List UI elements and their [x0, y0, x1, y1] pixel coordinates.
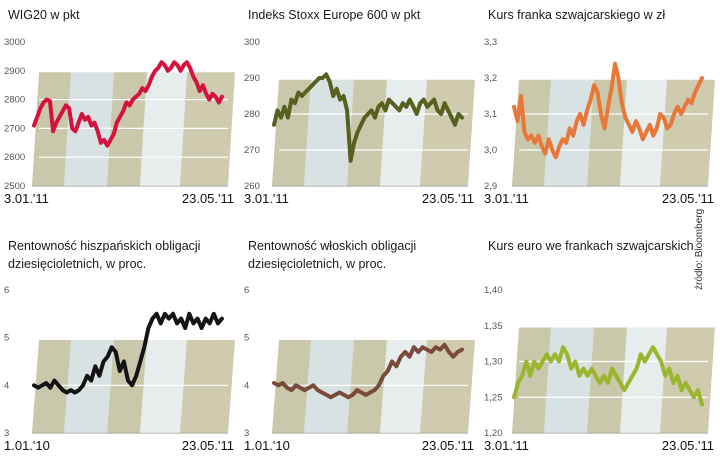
y-tick-label: 5: [4, 333, 9, 344]
background-band: [512, 327, 551, 433]
x-end-label: 23.05.'11: [182, 438, 234, 453]
line-chart: 6 5 4 31.01.'10 23.05.'11: [244, 285, 475, 453]
y-tick-label: 3,1: [484, 109, 497, 120]
background-band: [420, 79, 475, 186]
chart-panel-eur-chf: Kurs euro we frankach szwajcarskich 1,40…: [480, 231, 720, 461]
background-band: [620, 79, 667, 186]
x-start-label: 3.01.'11: [484, 438, 529, 453]
background-band: [660, 79, 715, 186]
y-tick-label: 2,9: [484, 181, 497, 192]
background-band: [620, 327, 667, 433]
y-tick-label: 1,30: [484, 357, 503, 368]
y-tick-label: 3: [4, 428, 9, 439]
y-tick-label: 1,20: [484, 428, 503, 439]
y-tick-label: 270: [244, 145, 260, 156]
y-tick-label: 2900: [4, 66, 25, 77]
chart-panel-chf-pln: Kurs franka szwajcarskiego w zł 3,3 3,2 3,…: [480, 0, 720, 230]
chart-title: Kurs euro we frankach szwajcarskich: [488, 239, 694, 253]
y-tick-label: 6: [4, 285, 9, 296]
chart-title: Rentowność hiszpańskich obligacji dziesi…: [8, 239, 201, 271]
background-band: [180, 340, 235, 433]
x-start-label: 1.01.'10: [244, 438, 290, 453]
y-tick-label: 280: [244, 109, 260, 120]
x-start-label: 3.01.'11: [244, 191, 289, 206]
series-line: [272, 342, 464, 400]
y-tick-label: 3000: [4, 37, 25, 48]
background-band: [544, 327, 594, 433]
series-line: [512, 61, 704, 160]
y-tick-label: 3,2: [484, 73, 497, 84]
y-tick-label: 4: [244, 380, 249, 391]
y-tick-label: 1,25: [484, 392, 503, 403]
chart-title: WIG20 w pkt: [8, 8, 80, 22]
y-tick-label: 4: [4, 380, 9, 391]
y-tick-label: 1,35: [484, 321, 503, 332]
background-band: [347, 340, 387, 433]
y-tick-label: 260: [244, 181, 260, 192]
series-line: [272, 72, 464, 163]
series-line: [32, 60, 224, 148]
x-start-label: 3.01.'11: [484, 191, 529, 206]
line-chart: 3,3 3,2 3,1 3,0 2,93.01.'11 23.05.'11: [484, 37, 715, 206]
y-tick-label: 300: [244, 37, 260, 48]
background-band: [272, 340, 311, 433]
background-band: [304, 340, 354, 433]
background-band: [272, 79, 311, 186]
y-tick-label: 6: [244, 285, 249, 296]
y-tick-label: 5: [244, 333, 249, 344]
background-band: [180, 72, 235, 186]
chart-title: Kurs franka szwajcarskiego w zł: [488, 8, 666, 22]
y-tick-label: 290: [244, 73, 260, 84]
y-tick-label: 2500: [4, 181, 25, 192]
x-end-label: 23.05.'11: [422, 191, 474, 206]
y-tick-label: 3,3: [484, 37, 497, 48]
x-end-label: 23.05.'11: [182, 191, 234, 206]
background-band: [380, 79, 427, 186]
chart-panel-stoxx600: Indeks Stoxx Europe 600 w pkt 300 290 280 2…: [240, 0, 480, 230]
chart-panel-spain-bonds: Rentowność hiszpańskich obligacji dziesi…: [0, 231, 240, 461]
background-band: [64, 340, 114, 433]
x-end-label: 23.05.'11: [422, 438, 474, 453]
line-chart: 6 5 4 31.01.'10 23.05.'11: [4, 285, 235, 453]
series-line: [32, 311, 224, 395]
y-tick-label: 2700: [4, 123, 25, 134]
background-band: [140, 340, 187, 433]
background-band: [587, 79, 627, 186]
background-band: [304, 79, 354, 186]
x-start-label: 1.01.'10: [4, 438, 50, 453]
background-band: [420, 340, 475, 433]
y-tick-label: 1,40: [484, 285, 503, 296]
line-chart: 1,40 1,35 1,30 1,25 1,203.01.'11 23.05.'11: [484, 285, 715, 453]
y-tick-label: 3: [244, 428, 249, 439]
chart-title: Rentowność włoskich obligacji dziesięcio…: [248, 239, 417, 271]
chart-panel-italy-bonds: Rentowność włoskich obligacji dziesięcio…: [240, 231, 480, 461]
x-start-label: 3.01.'11: [4, 191, 49, 206]
y-tick-label: 2600: [4, 152, 25, 163]
x-end-label: 23.05.'11: [662, 438, 714, 453]
x-end-label: 23.05.'11: [662, 191, 714, 206]
y-tick-label: 3,0: [484, 145, 497, 156]
source-note: źródło: Bloomberg: [694, 208, 705, 290]
chart-panel-wig20: WIG20 w pkt 3000 2900 2800 2700 2600 2500 3.01…: [0, 0, 240, 230]
series-line: [512, 345, 704, 407]
chart-title: Indeks Stoxx Europe 600 w pkt: [248, 8, 421, 22]
y-tick-label: 2800: [4, 95, 25, 106]
background-band: [347, 79, 387, 186]
background-band: [660, 327, 715, 433]
